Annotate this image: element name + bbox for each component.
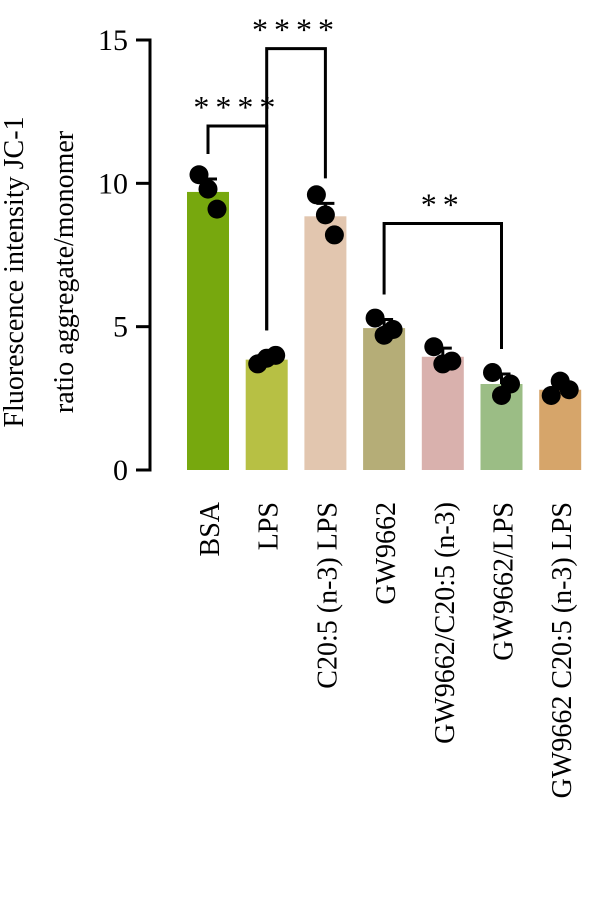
significance-label: ** [421,186,465,222]
data-point [306,185,326,205]
data-point [266,345,286,365]
y-axis-label-line: ratio aggregate/monomer [49,130,80,413]
data-point [442,351,462,371]
data-point [483,363,502,383]
data-point [501,374,520,394]
significance-bracket [382,221,503,349]
data-point [559,380,579,400]
significance-label: **** [193,89,281,125]
x-tick-label: GW9662/C20:5 (n-3) [430,502,461,744]
x-tick-label: C20:5 (n-3) LPS [312,502,343,689]
y-tick-label: 0 [113,454,128,487]
x-tick-label: LPS [254,502,285,550]
data-point [365,308,385,328]
data-point [189,165,209,185]
data-point [315,205,335,225]
data-point [541,385,561,405]
y-tick-label: 15 [98,24,128,57]
x-tick-label: GW9662 C20:5 (n-3) LPS [547,502,578,798]
bar [363,328,406,470]
y-tick-label: 5 [113,311,128,344]
x-tick-label: GW9662 [371,502,402,605]
bar [421,356,464,470]
bar [187,191,229,470]
x-tick-label: BSA [195,501,226,556]
data-point [198,179,218,199]
bar [245,359,288,470]
data-point [324,225,344,245]
data-point [207,199,227,219]
y-axis-label: Fluorescence intensity JC-1 ratio aggrega… [0,116,80,427]
data-point [383,320,403,340]
significance-bracket [265,47,327,331]
x-tick-label: GW9662/LPS [489,502,520,661]
y-tick-label: 10 [98,167,128,200]
y-axis-label-line: Fluorescence intensity JC-1 [0,116,30,427]
bar [304,216,347,470]
significance-label: **** [252,12,340,48]
data-point [424,337,444,357]
